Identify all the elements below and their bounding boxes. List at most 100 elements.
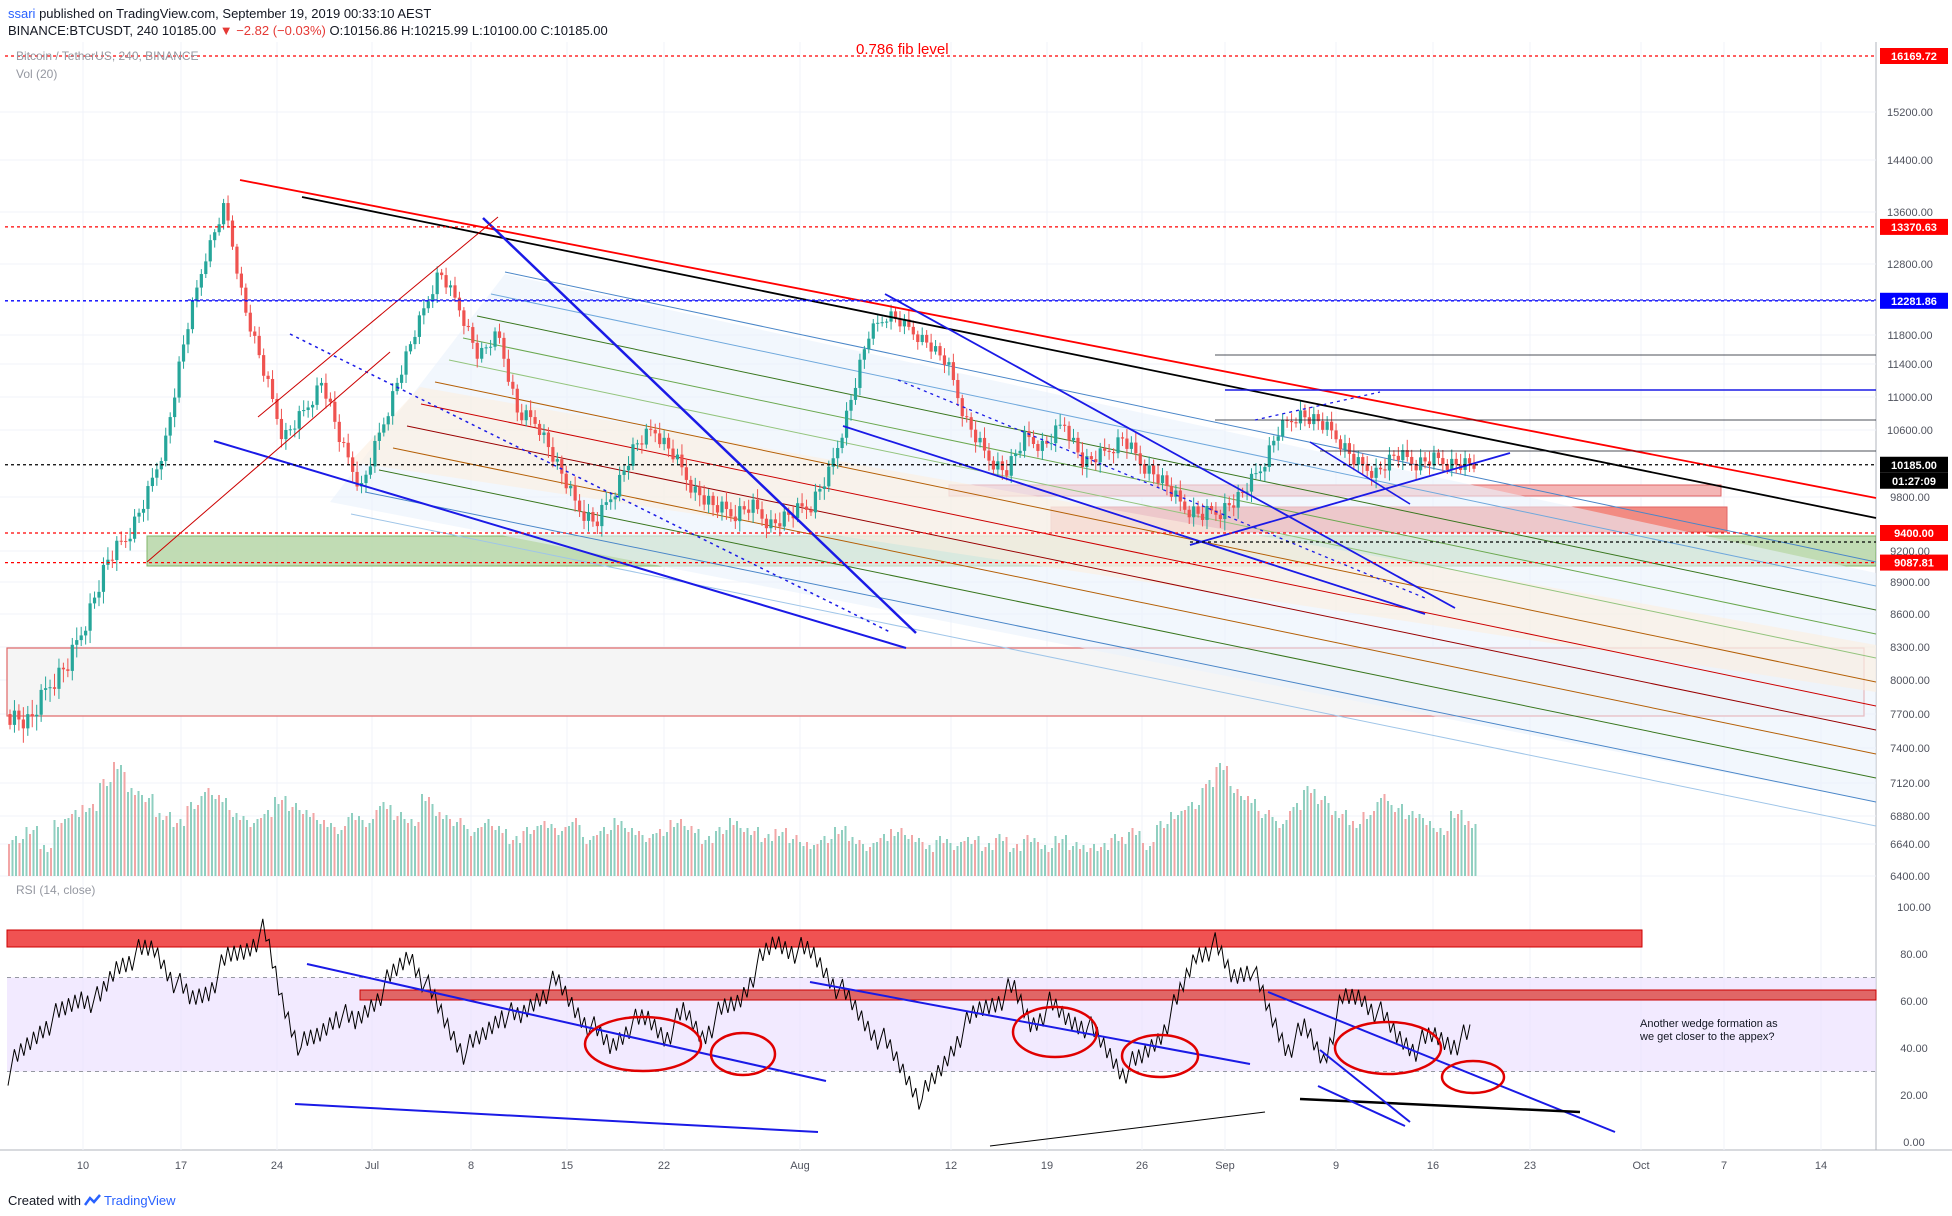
price-level-label: 12281.86: [1891, 296, 1937, 308]
candle-body: [208, 240, 212, 262]
volume-bar: [463, 825, 465, 876]
volume-bars: [8, 762, 1477, 876]
volume-bar: [722, 834, 724, 876]
volume-bar: [1240, 796, 1242, 876]
channel-lower-line-2: [842, 425, 1426, 615]
rsi-circle-highlight: [1333, 1020, 1443, 1076]
candle-body: [1049, 443, 1053, 445]
volume-bar: [599, 831, 602, 876]
candle-body: [1365, 464, 1369, 471]
candle-body: [61, 667, 65, 670]
candle-body: [515, 388, 519, 413]
candle-body: [480, 347, 484, 359]
volume-bar: [1261, 818, 1263, 876]
y-tick-label: 14400.00: [1887, 155, 1933, 167]
candle-body: [747, 509, 751, 513]
candle-body: [755, 499, 760, 510]
volume-bar: [1233, 793, 1235, 876]
volume-bar: [424, 801, 427, 876]
candle-body: [613, 496, 617, 500]
author-name[interactable]: ssari: [8, 6, 36, 21]
candle-body: [809, 509, 813, 513]
volume-bar: [543, 821, 546, 876]
volume-bar: [1180, 811, 1183, 876]
volume-bar: [942, 843, 945, 876]
candle-body: [849, 399, 853, 411]
candle-body: [635, 443, 640, 445]
volume-bar: [820, 840, 822, 876]
volume-bar: [571, 822, 574, 876]
volume-bar: [508, 844, 511, 876]
price-level-label: 13370.63: [1891, 222, 1937, 234]
volume-bar: [732, 825, 735, 876]
candle-body: [475, 342, 479, 359]
candle-body: [8, 714, 12, 725]
volume-bar: [960, 842, 962, 876]
price-level-label: 10185.00: [1891, 460, 1937, 472]
volume-bar: [512, 840, 514, 876]
volume-bar: [953, 850, 955, 876]
candle-body: [431, 294, 435, 302]
volume-bar: [1061, 839, 1064, 876]
volume-bar: [876, 842, 878, 876]
candle-body: [1392, 454, 1396, 456]
volume-bar: [890, 829, 892, 876]
volume-bar: [1254, 799, 1256, 876]
volume-bar: [291, 807, 294, 876]
tradingview-logo-icon: [84, 1194, 101, 1206]
volume-bar: [148, 798, 150, 876]
volume-bar: [288, 811, 290, 876]
volume-bar: [344, 826, 346, 876]
candle-body: [1045, 440, 1049, 444]
volume-bar: [1264, 814, 1267, 876]
y-tick-label: 6400.00: [1890, 871, 1930, 883]
candle-body: [880, 322, 884, 324]
candle-body: [1281, 419, 1285, 437]
price-level-tag: [1880, 456, 1948, 473]
volume-bar: [246, 820, 248, 876]
price-levels: 16169.72 13370.63 12281.86 10185.00 9400.00 9…: [5, 48, 1948, 571]
candle-body: [618, 474, 622, 497]
volume-bar: [1054, 836, 1057, 876]
candle-body: [1098, 448, 1102, 463]
volume-bar: [330, 823, 332, 876]
rsi-support-black: [1299, 1097, 1581, 1114]
volume-bar: [15, 836, 17, 876]
fan-line: [364, 491, 1876, 803]
volume-bar: [491, 826, 493, 876]
volume-bar: [564, 827, 567, 876]
volume-bar: [522, 831, 525, 876]
volume-bar: [1100, 847, 1102, 876]
volume-bar: [1191, 802, 1193, 876]
candle-body: [1076, 437, 1080, 453]
volume-bar: [1366, 819, 1368, 876]
volume-bar: [1142, 843, 1144, 876]
volume-bar: [1138, 831, 1141, 876]
volume-bar: [1359, 824, 1361, 876]
volume-bar: [410, 819, 413, 876]
candle-body: [1147, 465, 1151, 474]
volume-bar: [207, 788, 210, 876]
candle-body: [146, 486, 150, 509]
volume-bar: [823, 836, 826, 876]
candle-body: [813, 491, 818, 513]
rsi-tick-label: 80.00: [1900, 949, 1928, 961]
candle-body: [377, 432, 381, 441]
volume-bar: [1338, 818, 1340, 876]
candle-body: [88, 603, 92, 631]
tradingview-link[interactable]: TradingView: [104, 1193, 176, 1208]
candle-body: [853, 387, 858, 400]
candle-body: [1432, 452, 1436, 466]
volume-bar: [57, 827, 59, 876]
volume-bar: [1383, 794, 1386, 876]
candle-body: [52, 687, 57, 689]
chart-canvas[interactable]: 16169.72 13370.63 12281.86 10185.00 9400.00 9…: [0, 42, 1952, 1186]
volume-bar: [1418, 814, 1421, 876]
price-level-label: 9087.81: [1894, 558, 1934, 570]
volume-bar: [1432, 828, 1435, 876]
volume-bar: [403, 819, 406, 876]
x-tick-label: 10: [77, 1160, 89, 1172]
x-tick-label: Oct: [1632, 1160, 1649, 1172]
volume-bar: [1215, 767, 1218, 876]
volume-bar: [204, 792, 206, 876]
